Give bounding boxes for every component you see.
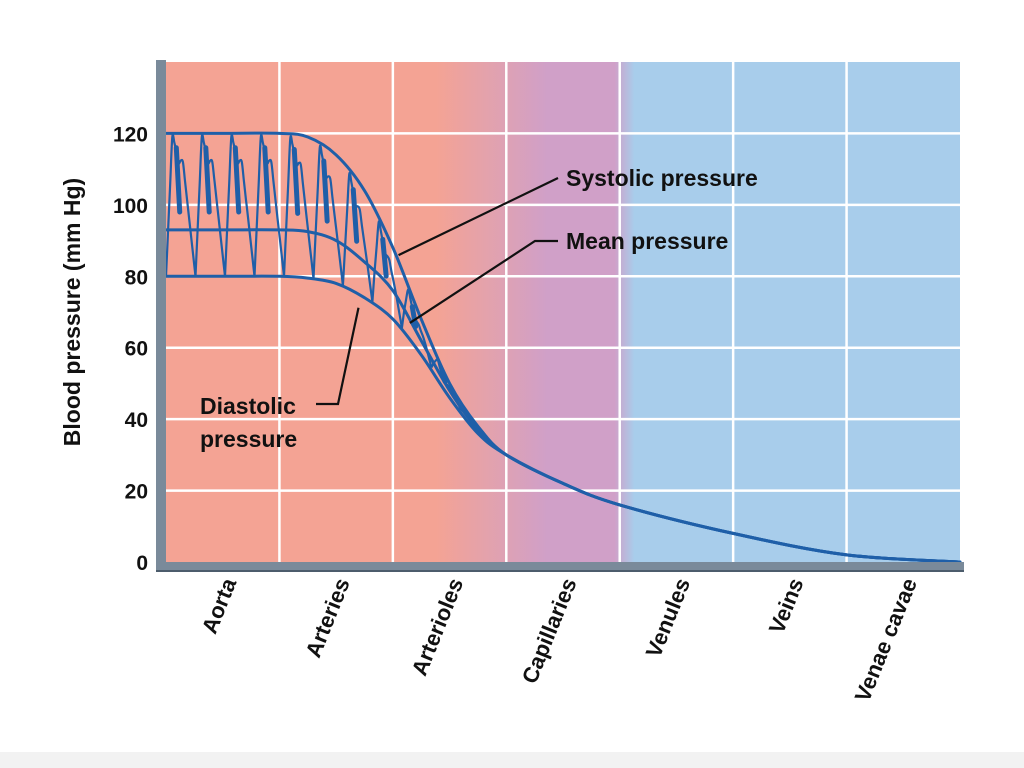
- pulse-wave: [164, 133, 197, 277]
- leader-line: [409, 239, 558, 324]
- pulse-wave: [312, 144, 344, 286]
- bottom-strip: [0, 752, 1024, 768]
- x-category-label: Aorta: [197, 574, 242, 637]
- pulse-notch: [350, 187, 360, 244]
- pulse-notch: [173, 145, 183, 215]
- pulse-wave: [223, 133, 256, 277]
- y-axis-line: [156, 60, 166, 572]
- y-tick-label: 40: [125, 409, 148, 432]
- y-tick-label: 120: [113, 123, 148, 146]
- pulse-wave: [253, 133, 286, 277]
- pulse-wave: [194, 133, 227, 277]
- x-category-label: Venules: [641, 575, 695, 661]
- annotations: Systolic pressure Mean pressure Diastolic p…: [200, 165, 758, 452]
- x-category-label: Arterioles: [407, 575, 469, 680]
- leader-line: [316, 307, 360, 406]
- annotation-systolic: Systolic pressure: [566, 165, 758, 191]
- y-tick-label: 100: [113, 195, 148, 218]
- x-axis-shadow: [156, 570, 964, 572]
- annotation-mean: Mean pressure: [566, 228, 728, 254]
- series-line-diastolic-pressure: [164, 274, 962, 564]
- x-category-label: Arteries: [300, 575, 354, 661]
- x-category-label: Capillaries: [517, 575, 582, 688]
- pulse-notch: [262, 145, 271, 215]
- leader-line: [398, 177, 559, 257]
- annotation-diastolic-line2: pressure: [200, 426, 297, 452]
- axes: [156, 60, 964, 572]
- x-category-label: Venae cavae: [850, 575, 922, 706]
- x-category-labels: Aorta Arteries Arterioles Capillaries Venule…: [197, 574, 922, 705]
- pulse-notch: [232, 145, 242, 215]
- pulse-wave: [371, 220, 403, 328]
- pulse-notch: [203, 145, 212, 215]
- pulse-notch: [409, 304, 419, 330]
- y-tick-label: 0: [136, 552, 148, 575]
- pulse-notch: [321, 158, 330, 224]
- pulse-notch: [380, 236, 389, 279]
- vertical-gridlines: [278, 62, 848, 562]
- x-axis-line: [156, 562, 964, 570]
- y-tick-label: 80: [125, 266, 148, 289]
- annotation-diastolic-line1: Diastolic: [200, 393, 296, 419]
- y-tick-label: 20: [125, 481, 148, 504]
- y-axis-title: Blood pressure (mm Hg): [59, 178, 85, 446]
- plot-background: [166, 62, 960, 562]
- pulse-wave: [282, 134, 315, 279]
- y-tick-label: 60: [125, 338, 148, 361]
- pulse-notch: [291, 147, 301, 216]
- x-category-label: Veins: [764, 575, 809, 638]
- pressure-series: [164, 131, 962, 564]
- y-tick-labels: 0 20 40 60 80 100 120: [113, 123, 148, 575]
